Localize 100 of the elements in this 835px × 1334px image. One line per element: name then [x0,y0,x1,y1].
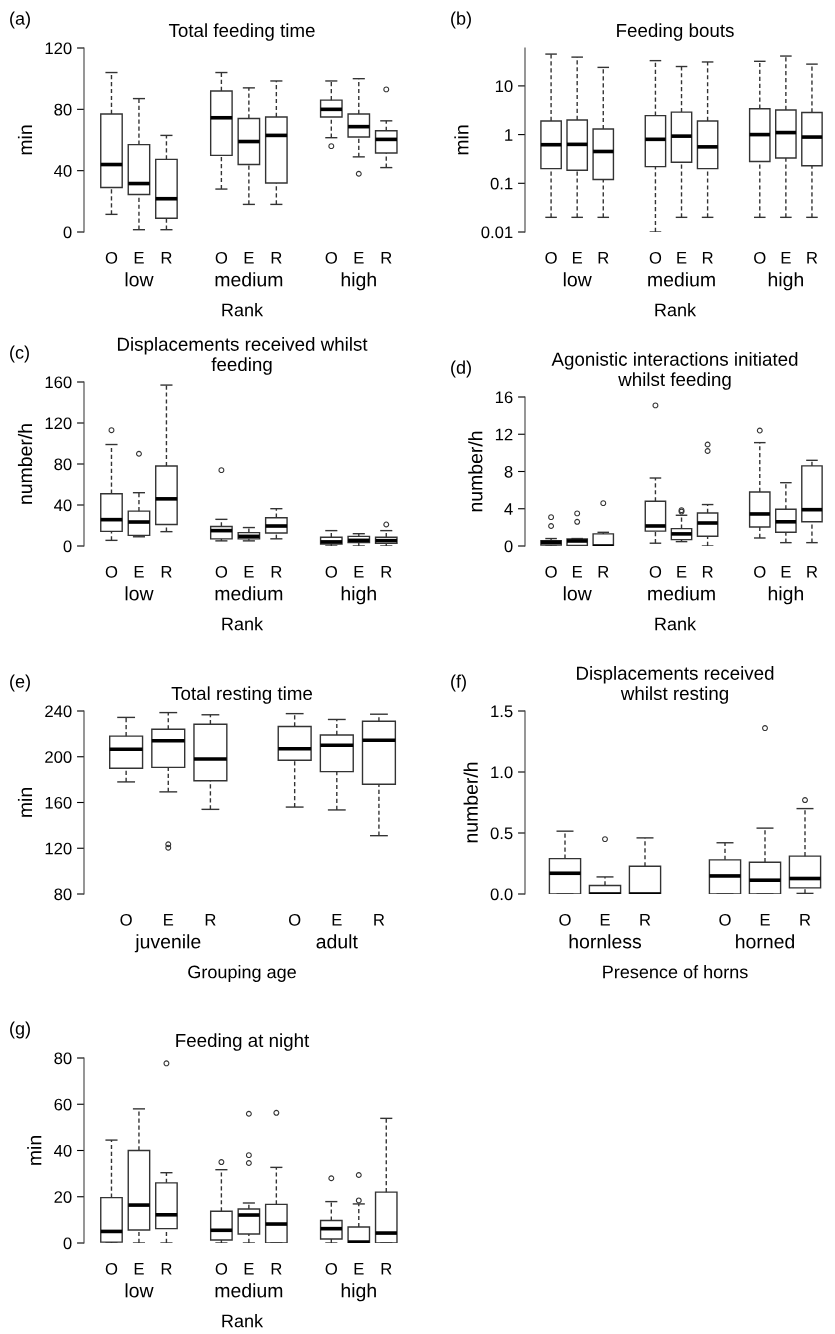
x-tick-label: R [807,252,818,264]
x-tick-label: O [105,251,118,264]
chart-title: Feeding at night [176,1033,310,1051]
x-tick-label: O [215,1262,228,1275]
text: (f) [451,674,466,692]
chart-title: Total feeding time [168,23,315,41]
y-axis-title: min [17,788,33,817]
y-tick-label: 0.01 [481,226,513,239]
y-tick-label: 80 [54,1052,72,1065]
y-tick-label: 0 [504,540,513,553]
y-tick-label: 160 [45,376,72,389]
y-axis-title: number/h [468,431,483,512]
x-tick-label: R [598,252,609,264]
text: (d) [451,360,471,378]
x-tick-label: E [781,252,791,264]
text: high [768,272,803,291]
x-tick-label: R [598,566,609,578]
x-tick-label: O [325,565,337,578]
x-axis-title: Rank [222,617,264,631]
x-tick-label: O [120,913,132,926]
y-tick-label: 0 [63,1237,72,1250]
x-tick-label: R [640,914,651,926]
x-tick-label: R [161,252,172,264]
x-axis-title: Rank [222,1314,264,1328]
y-tick-label: 40 [54,1144,72,1157]
chart-title: Agonistic interactions initiated whilst feeding [551,352,798,390]
text: low [563,586,592,601]
x-tick-label: E [244,252,254,264]
y-tick-label: 160 [45,796,72,809]
x-axis-title: Rank [222,303,264,317]
x-tick-label: E [244,1263,254,1275]
chart-title: Displacements received whilst resting [577,666,774,704]
y-tick-label: 1 [505,129,513,141]
x-tick-label: O [105,565,118,578]
x-axis-title: Grouping age [188,965,296,982]
x-tick-label: R [807,566,818,578]
text: high [768,586,803,605]
y-tick-label: 8 [504,465,513,478]
x-tick-label: R [161,1263,172,1275]
y-tick-label: 80 [54,103,72,116]
text: juvenile [134,934,201,953]
y-tick-label: 20 [54,1191,72,1203]
y-tick-label: 0 [63,226,72,239]
y-tick-label: 80 [54,888,72,901]
x-tick-label: R [161,566,172,578]
text: (e) [10,674,30,692]
text: medium [215,586,283,601]
x-tick-label: O [754,251,766,264]
y-tick-label: 0.1 [490,177,513,190]
text: horned [736,934,795,949]
text: (g) [10,1021,30,1039]
x-tick-label: E [164,914,174,926]
x-tick-label: E [134,566,144,578]
x-tick-label: R [271,566,282,578]
x-tick-label: O [215,251,228,264]
text: hornless [569,934,642,949]
y-tick-label: 12 [495,428,513,441]
x-tick-label: O [545,565,557,578]
x-axis-title: Rank [655,303,697,317]
chart-title: Displacements received whilst feeding [117,337,368,375]
y-axis-title: min [454,125,469,155]
x-tick-label: R [271,1263,282,1275]
y-tick-label: 10 [495,80,513,93]
y-axis-title: min [27,1136,42,1165]
x-tick-label: O [325,251,337,264]
x-tick-label: O [105,1262,118,1275]
text: medium [648,586,715,601]
y-tick-label: 0.5 [490,827,513,840]
text: (b) [451,11,471,29]
x-tick-label: E [244,566,254,578]
x-tick-label: O [215,565,228,578]
x-tick-label: E [572,566,583,578]
x-tick-label: R [381,1263,392,1275]
y-tick-label: 240 [45,705,72,718]
y-tick-label: 16 [495,391,513,404]
x-tick-label: R [702,566,713,578]
y-tick-label: 40 [54,165,72,177]
x-tick-label: R [381,566,392,578]
y-tick-label: 1.5 [491,705,513,718]
text: (a) [10,11,30,29]
text: high [341,586,376,605]
y-tick-label: 60 [54,1098,72,1111]
y-tick-label: 40 [54,499,72,512]
text: adult [316,934,358,949]
y-tick-label: 120 [45,42,72,55]
text: medium [215,272,283,287]
x-tick-label: O [545,251,557,264]
x-tick-label: R [702,252,713,264]
x-tick-label: R [205,914,216,926]
y-tick-label: 120 [45,842,72,855]
x-tick-label: E [677,252,687,264]
x-axis-title: Presence of horns [603,965,748,979]
x-tick-label: E [677,566,687,578]
text: (c) [10,345,29,363]
x-tick-label: O [649,251,662,264]
y-axis-title: number/h [17,424,33,504]
x-tick-label: E [781,566,791,578]
x-tick-label: R [374,914,385,926]
text: low [125,272,154,287]
text: high [341,1283,376,1302]
